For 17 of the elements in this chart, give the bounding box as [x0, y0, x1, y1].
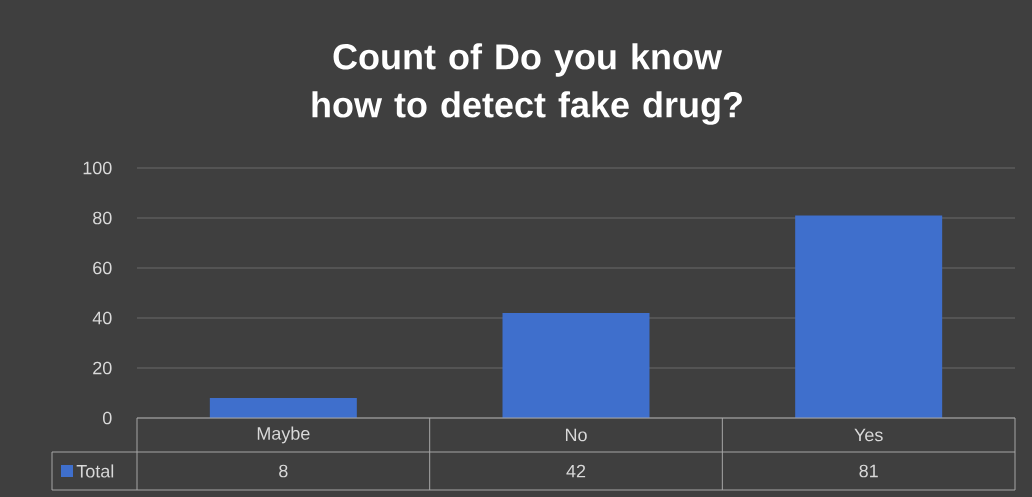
- bar: [795, 215, 943, 418]
- x-tick-label: No: [565, 428, 587, 442]
- legend-label: Total: [76, 464, 114, 478]
- y-tick-label: 100: [83, 161, 112, 175]
- y-tick-label: 80: [93, 211, 112, 225]
- y-tick-label: 0: [102, 411, 112, 425]
- bar: [502, 313, 650, 418]
- chart-title: Count of Do you know how to detect fake drug?: [312, 43, 742, 125]
- data-label: 8: [279, 464, 288, 478]
- y-tick-label: 20: [93, 361, 112, 375]
- x-tick-label: Maybe: [257, 426, 310, 444]
- data-label: 81: [859, 464, 878, 478]
- bar: [209, 398, 357, 418]
- data-label: 42: [566, 464, 586, 478]
- y-tick-label: 40: [92, 311, 112, 325]
- y-tick-label: 60: [93, 261, 112, 275]
- x-tick-label: Yes: [854, 428, 883, 442]
